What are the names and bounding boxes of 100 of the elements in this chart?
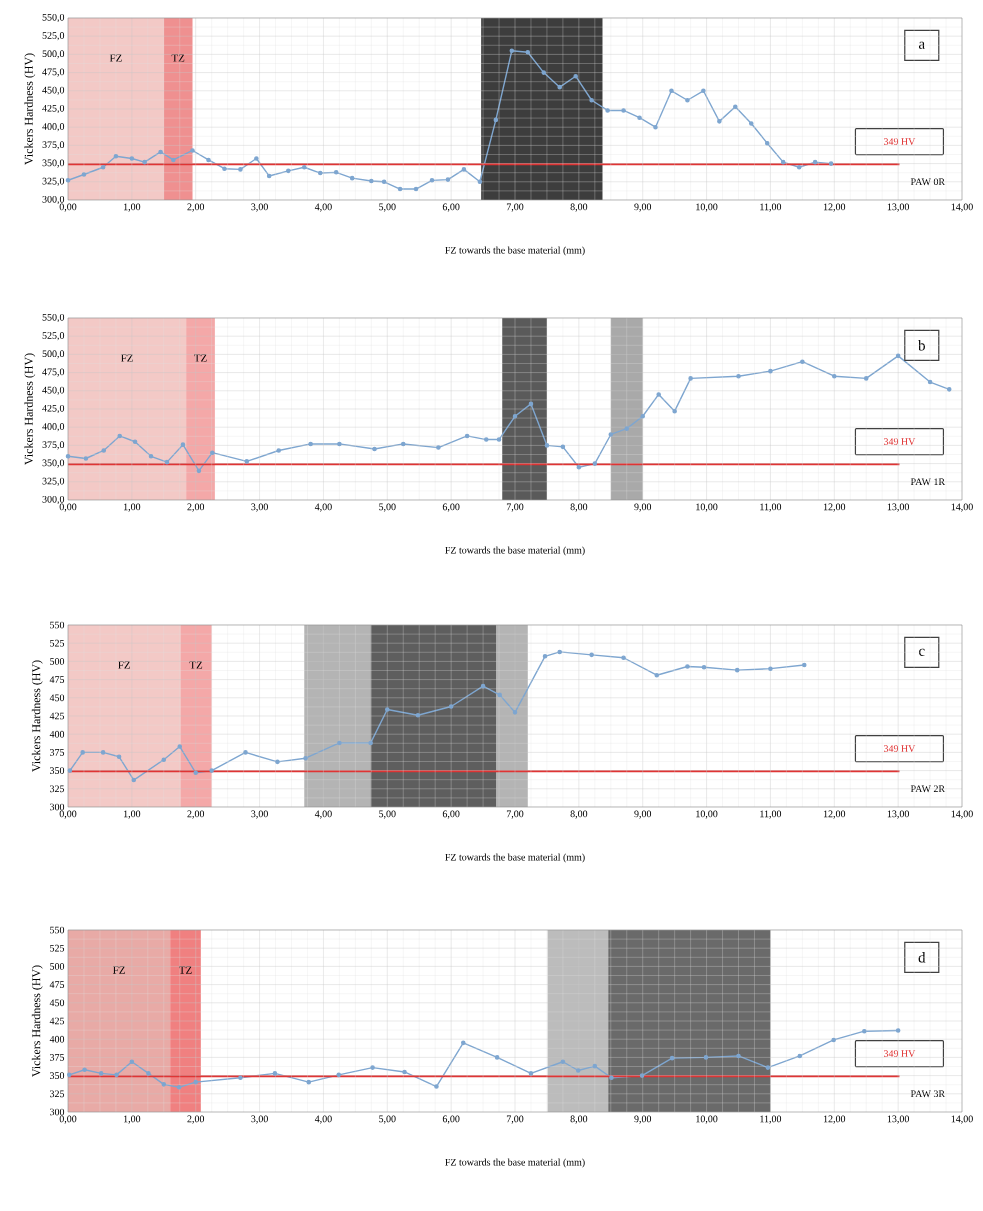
point <box>306 1079 312 1085</box>
point <box>129 156 135 161</box>
point <box>669 88 674 94</box>
x-axis-title: FZ towards the base material (mm) <box>445 853 585 863</box>
point <box>337 441 342 447</box>
point <box>654 672 660 678</box>
point <box>509 48 515 54</box>
x-tick-label: 5,00 <box>379 203 396 212</box>
annotation: d <box>918 952 926 963</box>
y-tick-label: 375 <box>50 1054 65 1061</box>
point <box>333 170 339 175</box>
y-tick-label: 525 <box>50 944 65 952</box>
point <box>542 654 548 659</box>
point <box>148 454 154 459</box>
x-tick-label: 6,00 <box>442 1115 460 1124</box>
point <box>733 104 738 110</box>
x-tick-label: 2,00 <box>187 203 205 212</box>
point <box>117 433 123 439</box>
point <box>672 408 677 414</box>
x-tick-label: 7,00 <box>506 810 524 819</box>
x-tick-label: 13,00 <box>887 810 909 819</box>
point <box>639 1073 645 1078</box>
point <box>81 172 87 177</box>
point <box>780 159 786 165</box>
y-tick-label: 550,0 <box>42 313 65 323</box>
x-tick-label: 3,00 <box>251 810 268 819</box>
annotation: PAW 1R <box>910 478 946 486</box>
point <box>557 649 562 655</box>
point <box>413 186 419 192</box>
x-tick-label: 4,00 <box>314 203 332 212</box>
point <box>161 757 167 762</box>
x-tick-label: 6,00 <box>442 203 460 212</box>
point <box>142 159 147 165</box>
point <box>701 88 706 94</box>
x-tick-label: 13,00 <box>887 1115 909 1124</box>
point <box>656 392 661 397</box>
point <box>337 740 342 746</box>
point <box>445 177 451 182</box>
y-tick-label: 375,0 <box>42 441 65 450</box>
point <box>131 777 137 783</box>
y-tick-label: 375,0 <box>42 141 65 150</box>
point <box>688 376 693 381</box>
point <box>734 667 740 673</box>
x-axis-title: FZ towards the base material (mm) <box>445 1158 585 1168</box>
point <box>512 710 518 715</box>
x-tick-label: 7,00 <box>506 503 524 512</box>
point <box>575 1068 581 1073</box>
point <box>193 1079 199 1085</box>
point <box>276 448 282 453</box>
x-tick-label: 1,00 <box>124 1115 141 1124</box>
y-axis-title: Vickers Hardness (HV) <box>31 965 43 1077</box>
point <box>494 1055 500 1060</box>
x-tick-label: 1,00 <box>124 810 141 819</box>
x-tick-label: 4,00 <box>314 810 332 819</box>
point <box>621 655 626 661</box>
point <box>100 750 106 755</box>
x-tick-label: 9,00 <box>634 810 652 819</box>
point <box>243 750 248 755</box>
x-tick-label: 0,00 <box>59 203 77 212</box>
y-tick-label: 475,0 <box>42 368 65 377</box>
x-tick-label: 13,00 <box>887 503 909 512</box>
y-tick-label: 300,0 <box>42 495 65 505</box>
y-tick-label: 500,0 <box>42 350 65 359</box>
x-tick-label: 1,00 <box>124 203 141 212</box>
point <box>541 70 547 75</box>
point <box>429 178 435 183</box>
point <box>66 1072 72 1078</box>
band-label: TZ <box>189 661 203 669</box>
point <box>254 156 259 161</box>
x-tick-label: 3,00 <box>251 503 268 512</box>
y-axis-title: Vickers Hardness (HV) <box>24 353 36 465</box>
x-tick-label: 11,00 <box>760 1115 782 1124</box>
x-tick-label: 6,00 <box>442 810 460 819</box>
point <box>238 167 243 172</box>
point <box>748 121 754 126</box>
y-tick-label: 375 <box>50 749 65 756</box>
x-tick-label: 6,00 <box>442 503 460 512</box>
y-tick-label: 425 <box>49 712 65 720</box>
point <box>171 157 176 163</box>
band-label: FZ <box>109 54 122 62</box>
point <box>493 117 499 123</box>
point <box>560 444 566 450</box>
point <box>385 707 390 712</box>
y-tick-label: 500,0 <box>42 50 65 59</box>
point <box>461 167 467 172</box>
point <box>372 446 377 452</box>
x-tick-label: 7,00 <box>506 203 524 212</box>
annotation: b <box>918 340 925 351</box>
point <box>460 1040 466 1046</box>
y-tick-label: 500 <box>50 963 65 970</box>
x-tick-label: 12,00 <box>823 810 846 819</box>
point <box>286 168 291 174</box>
y-tick-label: 450 <box>49 694 65 702</box>
band-label: TZ <box>179 966 192 974</box>
x-tick-label: 9,00 <box>634 203 652 212</box>
y-tick-label: 325 <box>50 785 65 793</box>
point <box>83 456 89 461</box>
point <box>828 161 834 166</box>
x-tick-label: 8,00 <box>570 203 588 212</box>
y-tick-label: 350 <box>50 1072 65 1079</box>
